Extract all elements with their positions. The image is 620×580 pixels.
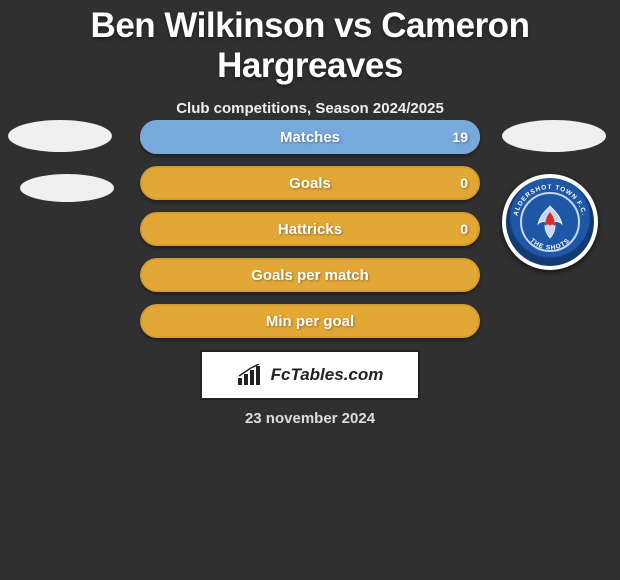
left-player-placeholder-1	[8, 120, 112, 152]
svg-text:THE SHOTS: THE SHOTS	[529, 237, 572, 251]
crest-top-text: ALDERSHOT TOWN F.C.	[513, 184, 588, 217]
stat-right-value: 19	[452, 129, 468, 145]
brand-box[interactable]: FcTables.com	[200, 350, 420, 400]
stat-label: Goals	[289, 175, 331, 192]
left-player-placeholder-2	[20, 174, 114, 202]
stat-right-value: 0	[460, 221, 468, 237]
stat-row: Hattricks 0	[140, 212, 480, 246]
stat-label: Min per goal	[266, 313, 354, 330]
club-crest: ALDERSHOT TOWN F.C. THE SHOTS	[502, 174, 598, 270]
left-player-col	[8, 120, 118, 224]
stat-row: Matches 19	[140, 120, 480, 154]
stat-label: Goals per match	[251, 267, 369, 284]
page-title: Ben Wilkinson vs Cameron Hargreaves	[0, 0, 620, 86]
stat-label: Hattricks	[278, 221, 342, 238]
subtitle: Club competitions, Season 2024/2025	[0, 100, 620, 117]
stat-right-value: 0	[460, 175, 468, 191]
stat-row: Goals 0	[140, 166, 480, 200]
right-player-col: ALDERSHOT TOWN F.C. THE SHOTS	[502, 120, 612, 270]
stat-row: Goals per match	[140, 258, 480, 292]
date-text: 23 november 2024	[0, 410, 620, 427]
right-player-placeholder	[502, 120, 606, 152]
stat-label: Matches	[280, 129, 340, 146]
stats-container: Matches 19 Goals 0 Hattricks 0 Goals per match…	[140, 120, 480, 350]
crest-ring-svg: ALDERSHOT TOWN F.C. THE SHOTS	[506, 178, 594, 266]
brand-text: FcTables.com	[271, 365, 384, 385]
crest-bottom-text: THE SHOTS	[529, 237, 572, 251]
stat-row: Min per goal	[140, 304, 480, 338]
brand-chart-icon	[237, 364, 265, 386]
svg-text:ALDERSHOT TOWN F.C.: ALDERSHOT TOWN F.C.	[513, 184, 588, 217]
